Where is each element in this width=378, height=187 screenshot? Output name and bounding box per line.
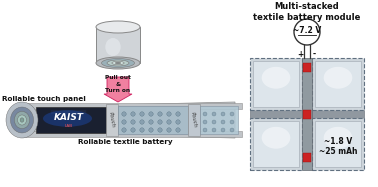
FancyBboxPatch shape (250, 58, 302, 110)
Text: ~25 mAh: ~25 mAh (319, 147, 357, 156)
Text: Multi-stacked
textile battery module: Multi-stacked textile battery module (253, 2, 361, 22)
Circle shape (149, 120, 153, 124)
Bar (36, 107, 106, 133)
Text: ~1.8 V: ~1.8 V (324, 137, 352, 146)
Bar (302, 58, 312, 170)
Circle shape (158, 120, 162, 124)
Circle shape (212, 120, 216, 124)
Ellipse shape (105, 38, 121, 56)
Text: +: + (297, 50, 303, 59)
Circle shape (158, 112, 162, 116)
Circle shape (131, 128, 135, 132)
Bar (303, 63, 311, 72)
Ellipse shape (20, 118, 24, 122)
Ellipse shape (107, 60, 129, 66)
Polygon shape (106, 104, 118, 136)
Text: Pouch: Pouch (190, 112, 198, 128)
Ellipse shape (11, 107, 34, 133)
Ellipse shape (6, 102, 38, 138)
FancyBboxPatch shape (250, 118, 302, 170)
Ellipse shape (262, 67, 290, 89)
Ellipse shape (43, 110, 92, 127)
Circle shape (167, 120, 171, 124)
Ellipse shape (17, 115, 26, 125)
FancyBboxPatch shape (312, 118, 364, 170)
Text: LAB: LAB (65, 124, 73, 128)
Polygon shape (22, 102, 235, 138)
Ellipse shape (324, 67, 352, 89)
Circle shape (158, 128, 162, 132)
Circle shape (221, 120, 225, 124)
Text: ~7.2 V: ~7.2 V (293, 26, 321, 35)
Circle shape (140, 120, 144, 124)
Circle shape (230, 112, 234, 116)
Circle shape (122, 112, 126, 116)
Ellipse shape (115, 62, 121, 64)
Circle shape (167, 128, 171, 132)
Ellipse shape (324, 127, 352, 149)
Text: Pull out
&
Turn on: Pull out & Turn on (105, 75, 131, 93)
Bar (315, 121, 361, 167)
Circle shape (176, 128, 180, 132)
Circle shape (122, 128, 126, 132)
Circle shape (149, 128, 153, 132)
Circle shape (176, 120, 180, 124)
Circle shape (131, 112, 135, 116)
Ellipse shape (96, 57, 140, 69)
FancyArrow shape (104, 77, 132, 102)
FancyBboxPatch shape (312, 58, 364, 110)
Ellipse shape (102, 59, 135, 68)
Ellipse shape (112, 61, 124, 65)
Circle shape (212, 112, 216, 116)
Ellipse shape (96, 21, 140, 33)
Ellipse shape (14, 111, 30, 129)
Circle shape (149, 112, 153, 116)
Circle shape (176, 112, 180, 116)
Text: -: - (313, 50, 316, 59)
Bar (253, 61, 299, 107)
Circle shape (221, 128, 225, 132)
Polygon shape (96, 27, 140, 63)
Bar (303, 153, 311, 162)
Circle shape (230, 128, 234, 132)
Bar (118, 106, 188, 134)
Bar (22, 131, 242, 137)
Circle shape (140, 128, 144, 132)
Text: Rollable textile battery: Rollable textile battery (78, 139, 172, 145)
Circle shape (203, 128, 207, 132)
Bar (315, 61, 361, 107)
Text: Pouch: Pouch (108, 112, 116, 128)
Circle shape (230, 120, 234, 124)
Circle shape (140, 112, 144, 116)
Ellipse shape (262, 127, 290, 149)
Polygon shape (188, 104, 200, 136)
Circle shape (221, 112, 225, 116)
Bar (200, 106, 238, 134)
Circle shape (122, 120, 126, 124)
Bar (22, 103, 242, 109)
Circle shape (167, 112, 171, 116)
Bar (253, 121, 299, 167)
Text: Rollable touch panel: Rollable touch panel (2, 96, 86, 102)
Circle shape (212, 128, 216, 132)
Circle shape (294, 19, 320, 45)
Circle shape (203, 112, 207, 116)
Bar (250, 110, 364, 118)
Circle shape (203, 120, 207, 124)
Text: KAIST: KAIST (54, 113, 84, 122)
Circle shape (131, 120, 135, 124)
Bar (303, 110, 311, 119)
